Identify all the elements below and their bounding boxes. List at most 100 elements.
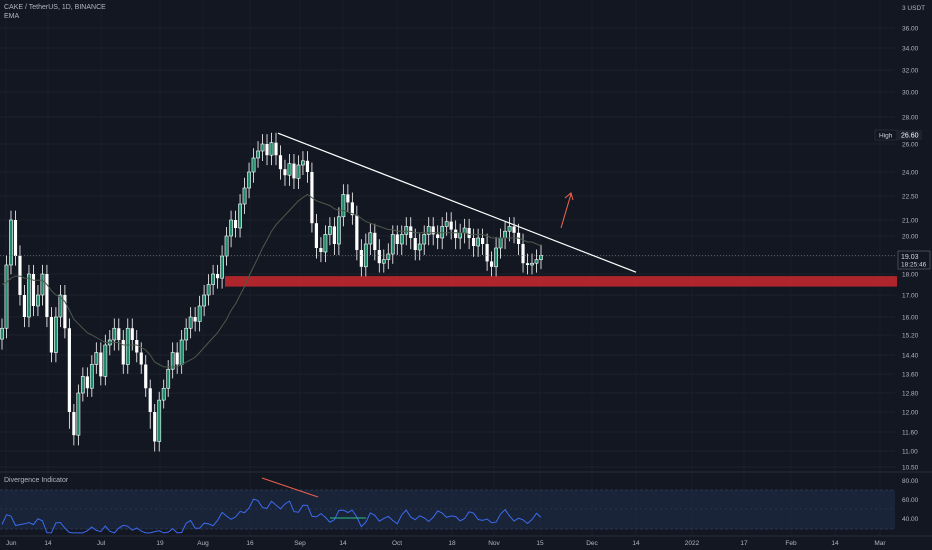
high-marker: High 26.60 <box>874 129 922 141</box>
candle-bear <box>265 144 269 156</box>
time-label: Aug <box>197 540 209 547</box>
candle-bear <box>99 352 103 377</box>
candle-bull <box>9 219 13 266</box>
candle-bull <box>179 339 184 365</box>
div-tick-60: 60.00 <box>902 497 919 504</box>
candle-bear <box>350 202 354 216</box>
candle-bear <box>319 248 323 252</box>
candle-bull <box>440 226 445 239</box>
candle-bull <box>296 164 301 179</box>
candle-bear <box>216 274 220 279</box>
time-label: 14 <box>831 540 839 547</box>
candle-bear <box>355 215 359 250</box>
candle-bear <box>377 250 381 264</box>
candle-bull <box>0 327 4 340</box>
symbol-title[interactable]: CAKE / TetherUS, 1D, BINANCE <box>4 4 106 11</box>
time-label: Nov <box>488 540 500 547</box>
candle-bear <box>72 412 76 436</box>
price-tick: 36.00 <box>902 26 919 33</box>
candle-bull <box>503 230 507 239</box>
candle-bull <box>426 226 431 235</box>
candle-bear <box>67 328 71 412</box>
indicator-label-ema[interactable]: EMA <box>4 13 20 20</box>
price-tick: 26.00 <box>902 142 919 149</box>
high-value: 26.60 <box>901 133 919 140</box>
candle-bull <box>184 327 189 341</box>
time-axis[interactable]: Jun 14 Jul 19 Aug 16 Sep 14 Oct 18 Nov 15 Dec 14 2022 1… <box>6 540 886 547</box>
candle-bear <box>346 194 350 203</box>
bearish-divergence-line <box>261 477 319 498</box>
support-zone[interactable] <box>225 276 897 287</box>
candle-bull <box>422 234 427 245</box>
candle-bear <box>45 274 49 317</box>
candle-bear <box>144 364 148 389</box>
last-price-marker: 19.03 18:25:46 <box>897 250 931 270</box>
price-tick: 12.00 <box>902 410 919 417</box>
candle-bull <box>476 237 481 247</box>
time-label: Oct <box>392 540 402 547</box>
divergence-line <box>1 498 542 534</box>
price-tick: 34.00 <box>902 46 919 53</box>
candle-bull <box>224 235 229 257</box>
price-tick: 11.00 <box>902 449 918 456</box>
price-tick: 28.00 <box>902 115 919 122</box>
candle-bull <box>103 344 108 377</box>
candle-bull <box>206 284 211 296</box>
candle-bear <box>512 226 516 233</box>
candle-bear <box>525 263 530 265</box>
candle-bull <box>112 327 117 341</box>
candle-bear <box>305 160 310 172</box>
divergence-band <box>0 490 895 529</box>
candle-bear <box>292 163 296 179</box>
candle-bear <box>175 352 179 365</box>
div-tick-40: 40.00 <box>902 516 919 523</box>
candle-bull <box>260 143 265 152</box>
candle-bear <box>139 352 143 365</box>
candle-bull <box>170 352 175 370</box>
candle-bull <box>251 157 256 173</box>
candle-bull <box>341 194 346 218</box>
vertical-gridlines <box>5 0 881 536</box>
price-axis[interactable]: 3 USDT 36.00 34.00 32.00 30.00 28.00 26.00 24.0… <box>902 5 925 472</box>
candle-bull <box>89 364 94 389</box>
candle-bear <box>63 295 67 329</box>
candle-bull <box>76 392 81 436</box>
time-label: Sep <box>294 540 306 547</box>
time-label: Jul <box>97 540 106 547</box>
candle-bear <box>148 388 152 412</box>
candle-bear <box>521 244 525 264</box>
candle-bull <box>462 227 467 234</box>
candle-bear <box>233 220 238 228</box>
price-axis-unit: 3 USDT <box>902 5 925 12</box>
candle-bull <box>53 316 58 353</box>
price-tick: 20.00 <box>902 234 919 241</box>
candle-bear <box>449 221 453 230</box>
price-tick: 16.00 <box>902 315 919 322</box>
candle-bear <box>314 223 319 248</box>
candle-bear <box>395 234 399 244</box>
time-label: 18 <box>448 540 456 547</box>
time-label: Feb <box>785 540 797 547</box>
time-label: 14 <box>339 540 347 547</box>
breakout-arrow[interactable] <box>560 192 574 229</box>
candle-bear <box>193 317 197 322</box>
candle-bear <box>135 340 139 353</box>
time-label: Dec <box>586 540 598 547</box>
resistance-trendline[interactable] <box>277 132 637 273</box>
price-tick: 24.00 <box>902 170 919 177</box>
divergence-pane[interactable]: Divergence Indicator 80.00 60.00 40.00 <box>0 471 932 534</box>
candle-bear <box>274 142 278 156</box>
candle-bull <box>161 387 166 401</box>
candle-bull <box>494 247 498 268</box>
candle-bear <box>359 250 363 267</box>
price-tick: 32.00 <box>902 68 919 75</box>
candle-bear <box>373 232 377 250</box>
candle-bull <box>444 221 449 227</box>
candle-bull <box>301 160 305 166</box>
candle-bull <box>507 226 512 232</box>
time-label: 15 <box>536 540 544 547</box>
candle-bull <box>530 262 534 266</box>
candle-bull <box>4 264 9 329</box>
candle-bear <box>472 238 476 246</box>
